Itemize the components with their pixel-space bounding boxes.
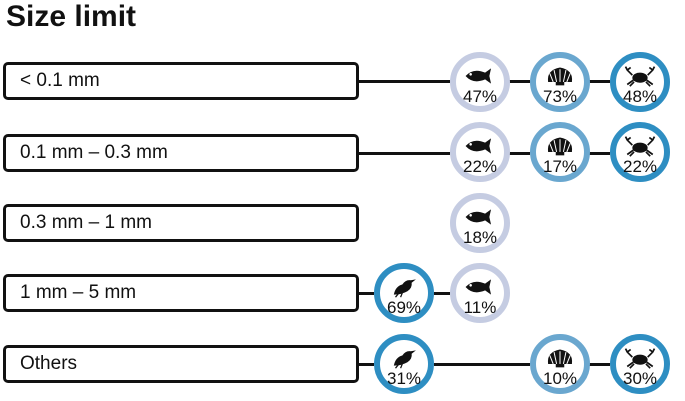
shell-icon bbox=[547, 67, 573, 86]
size-label-box: < 0.1 mm bbox=[3, 62, 359, 100]
fish-percent: 18% bbox=[462, 228, 498, 247]
size-label: Others bbox=[20, 353, 78, 374]
connector-line bbox=[589, 80, 610, 83]
fish-percent-circle: 11% bbox=[450, 263, 510, 323]
size-row-lt-0-1: < 0.1 mm 47% 73% 48% bbox=[0, 52, 685, 112]
crab-icon bbox=[624, 348, 656, 369]
shell-percent-circle: 10% bbox=[530, 334, 590, 394]
diagram-title: Size limit bbox=[6, 0, 137, 33]
fish-icon bbox=[465, 279, 492, 295]
connector-line bbox=[589, 363, 610, 366]
shell-percent: 10% bbox=[542, 369, 578, 388]
size-label-box: 1 mm – 5 mm bbox=[3, 274, 359, 312]
connector-line bbox=[589, 152, 610, 155]
size-label-box: 0.3 mm – 1 mm bbox=[3, 204, 359, 242]
size-row-1-to-5: 1 mm – 5 mm 69% 11% bbox=[0, 263, 685, 323]
size-label: 0.1 mm – 0.3 mm bbox=[20, 142, 168, 163]
bird-percent-circle: 69% bbox=[374, 263, 434, 323]
fish-icon bbox=[465, 209, 492, 225]
crab-percent: 22% bbox=[622, 157, 658, 176]
fish-icon bbox=[465, 138, 492, 154]
connector-line bbox=[359, 80, 450, 83]
size-label: < 0.1 mm bbox=[20, 70, 100, 91]
connector-line bbox=[434, 363, 530, 366]
connector-line bbox=[509, 152, 530, 155]
connector-line bbox=[509, 80, 530, 83]
bird-percent: 69% bbox=[386, 298, 422, 317]
size-row-0-3-to-1: 0.3 mm – 1 mm 18% bbox=[0, 193, 685, 253]
fish-percent-circle: 18% bbox=[450, 193, 510, 253]
bird-percent-circle: 31% bbox=[374, 334, 434, 394]
connector-line bbox=[359, 292, 374, 295]
connector-line bbox=[359, 152, 450, 155]
size-row-others: Others 31% 10% 30% bbox=[0, 334, 685, 394]
crab-percent: 30% bbox=[622, 369, 658, 388]
crab-percent: 48% bbox=[622, 87, 658, 106]
shell-icon bbox=[547, 349, 573, 368]
fish-percent-circle: 22% bbox=[450, 122, 510, 182]
bird-icon bbox=[393, 279, 416, 298]
shell-icon bbox=[547, 137, 573, 156]
size-label-box: Others bbox=[3, 345, 359, 383]
size-label: 0.3 mm – 1 mm bbox=[20, 212, 152, 233]
size-label-box: 0.1 mm – 0.3 mm bbox=[3, 134, 359, 172]
fish-percent: 11% bbox=[463, 298, 497, 317]
crab-percent-circle: 22% bbox=[610, 122, 670, 182]
size-label: 1 mm – 5 mm bbox=[20, 282, 137, 303]
fish-percent-circle: 47% bbox=[450, 52, 510, 112]
size-row-0-1-to-0-3: 0.1 mm – 0.3 mm 22% 17% 22% bbox=[0, 122, 685, 182]
crab-icon bbox=[624, 66, 656, 87]
fish-icon bbox=[465, 68, 492, 84]
shell-percent-circle: 17% bbox=[530, 122, 590, 182]
crab-percent-circle: 48% bbox=[610, 52, 670, 112]
connector-line bbox=[359, 363, 374, 366]
shell-percent: 17% bbox=[542, 157, 578, 176]
crab-percent-circle: 30% bbox=[610, 334, 670, 394]
shell-percent: 73% bbox=[542, 87, 578, 106]
bird-icon bbox=[393, 350, 416, 369]
bird-percent: 31% bbox=[386, 369, 422, 388]
fish-percent: 22% bbox=[462, 157, 498, 176]
fish-percent: 47% bbox=[462, 87, 498, 106]
crab-icon bbox=[624, 136, 656, 157]
shell-percent-circle: 73% bbox=[530, 52, 590, 112]
connector-line bbox=[434, 292, 450, 295]
